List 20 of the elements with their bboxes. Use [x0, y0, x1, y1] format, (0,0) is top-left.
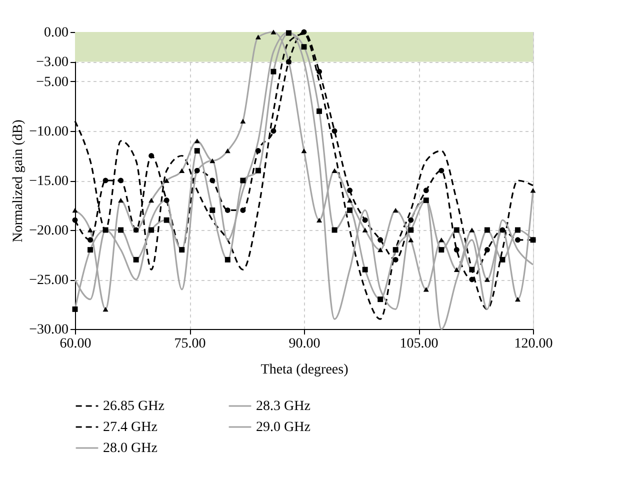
- y-tick-label: −30.00: [29, 322, 68, 338]
- y-tick-label: −10.00: [29, 124, 68, 140]
- x-axis-title: Theta (degrees): [260, 362, 349, 378]
- y-tick-label: 0.00: [44, 26, 68, 40]
- legend-label: 27.4 GHz: [103, 420, 158, 435]
- y-axis-title: Normalized gain (dB): [11, 119, 26, 242]
- y-tick-label: −3.00: [36, 55, 68, 70]
- x-tick-label: 60.00: [60, 336, 92, 352]
- y-tick-label: −25.00: [29, 273, 68, 288]
- y-tick-label: −15.00: [29, 174, 68, 189]
- y-tick-label: −5.00: [36, 75, 68, 90]
- y-tick-label: −20.00: [29, 224, 68, 238]
- legend-label: 28.3 GHz: [256, 399, 310, 414]
- x-tick-label: 75.00: [174, 336, 206, 352]
- legend-label: 29.0 GHz: [256, 420, 310, 435]
- x-tick-label: 120.00: [514, 336, 553, 352]
- legend-label: 28.0 GHz: [103, 441, 158, 456]
- legend-label: 26.85 GHz: [103, 399, 164, 414]
- x-tick-label: 105.00: [400, 336, 438, 352]
- x-tick-label: 90.00: [288, 336, 320, 352]
